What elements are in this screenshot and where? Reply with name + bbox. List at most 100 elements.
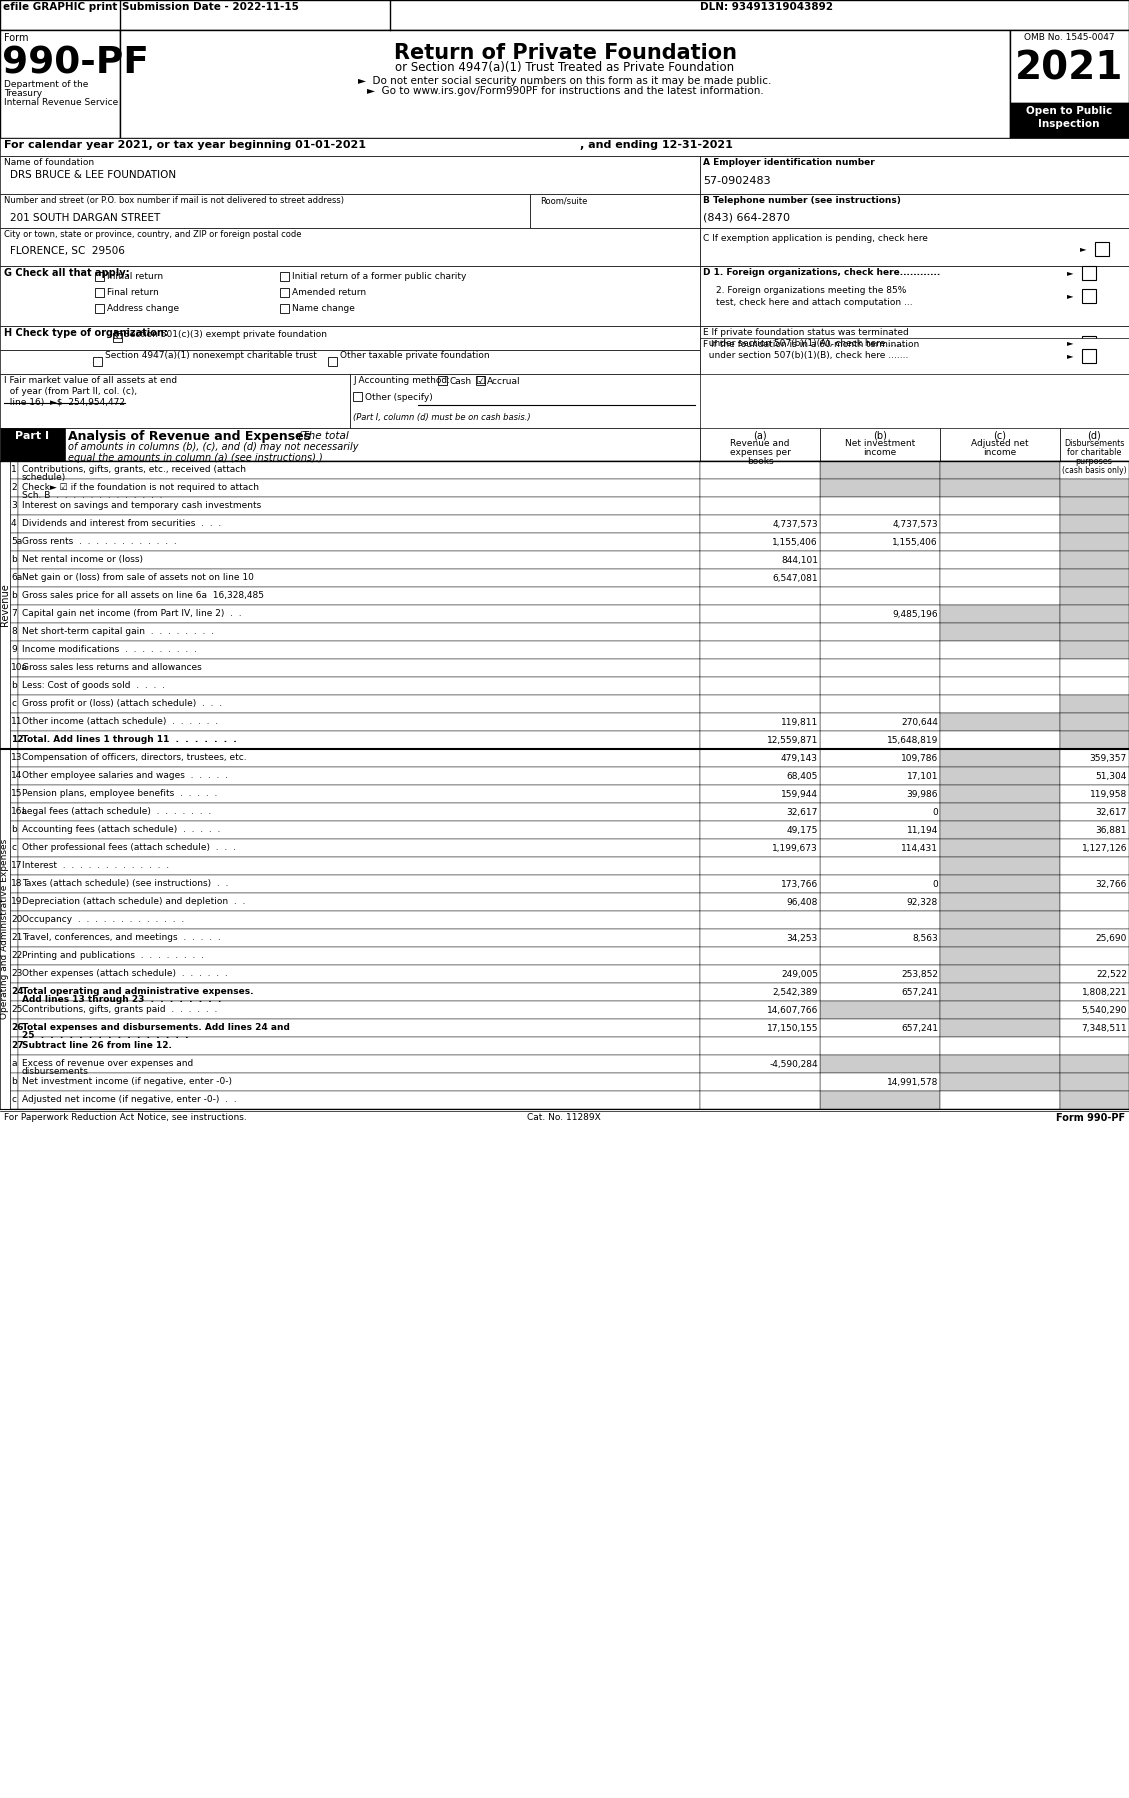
Text: 109,786: 109,786 xyxy=(901,753,938,762)
Text: 51,304: 51,304 xyxy=(1095,771,1127,780)
Bar xyxy=(820,532,940,550)
Text: ►: ► xyxy=(1067,351,1074,360)
Text: test, check here and attach computation ...: test, check here and attach computation … xyxy=(716,298,912,307)
Text: 20: 20 xyxy=(11,915,23,924)
Bar xyxy=(940,912,1060,930)
Bar xyxy=(1060,660,1129,678)
Text: 10a: 10a xyxy=(11,663,28,672)
Bar xyxy=(1060,876,1129,894)
Text: Other income (attach schedule)  .  .  .  .  .  .: Other income (attach schedule) . . . . .… xyxy=(21,717,218,726)
Bar xyxy=(1060,678,1129,696)
Text: E If private foundation status was terminated: E If private foundation status was termi… xyxy=(703,327,909,336)
Bar xyxy=(1060,840,1129,858)
Bar xyxy=(18,876,700,894)
Text: 14,607,766: 14,607,766 xyxy=(767,1007,819,1016)
Text: 8: 8 xyxy=(11,628,17,636)
Bar xyxy=(820,786,940,804)
Bar xyxy=(940,428,1060,460)
Bar xyxy=(1060,550,1129,568)
Text: income: income xyxy=(983,448,1016,457)
Bar xyxy=(700,156,1129,194)
Bar xyxy=(700,1073,820,1091)
Bar xyxy=(10,514,18,532)
Bar xyxy=(820,822,940,840)
Text: (c): (c) xyxy=(994,430,1006,441)
Text: Net rental income or (loss): Net rental income or (loss) xyxy=(21,556,143,565)
Text: Inspection: Inspection xyxy=(1039,119,1100,129)
Bar xyxy=(700,266,1129,325)
Bar xyxy=(700,840,820,858)
Text: of amounts in columns (b), (c), and (d) may not necessarily: of amounts in columns (b), (c), and (d) … xyxy=(68,442,359,451)
Bar xyxy=(700,858,820,876)
Text: Form: Form xyxy=(5,32,28,43)
Bar xyxy=(940,550,1060,568)
Text: 39,986: 39,986 xyxy=(907,789,938,798)
Text: 1,155,406: 1,155,406 xyxy=(892,538,938,547)
Bar xyxy=(700,678,820,696)
Text: A Employer identification number: A Employer identification number xyxy=(703,158,875,167)
Bar xyxy=(820,1019,940,1037)
Bar xyxy=(120,31,1010,138)
Text: G Check all that apply:: G Check all that apply: xyxy=(5,268,130,279)
Text: 479,143: 479,143 xyxy=(781,753,819,762)
Bar xyxy=(820,496,940,514)
Bar xyxy=(820,894,940,912)
Bar xyxy=(700,984,820,1001)
Bar xyxy=(1060,1001,1129,1019)
Text: Section 501(c)(3) exempt private foundation: Section 501(c)(3) exempt private foundat… xyxy=(124,331,327,340)
Text: 14: 14 xyxy=(11,771,23,780)
Text: 1,155,406: 1,155,406 xyxy=(772,538,819,547)
Bar xyxy=(940,514,1060,532)
Bar xyxy=(1060,478,1129,496)
Text: 21: 21 xyxy=(11,933,23,942)
Text: 57-0902483: 57-0902483 xyxy=(703,176,771,185)
Bar xyxy=(820,750,940,768)
Bar xyxy=(10,1073,18,1091)
Bar xyxy=(1010,31,1129,102)
Text: DLN: 93491319043892: DLN: 93491319043892 xyxy=(700,2,833,13)
Text: (a): (a) xyxy=(753,430,767,441)
Bar xyxy=(820,804,940,822)
Bar xyxy=(700,338,1129,374)
Bar xyxy=(940,532,1060,550)
Text: 25: 25 xyxy=(11,1005,23,1014)
Text: Excess of revenue over expenses and: Excess of revenue over expenses and xyxy=(21,1059,193,1068)
Text: -4,590,284: -4,590,284 xyxy=(769,1061,819,1070)
Bar xyxy=(18,550,700,568)
Text: ►: ► xyxy=(1067,291,1074,300)
Text: Treasury: Treasury xyxy=(5,88,42,99)
Text: Net investment income (if negative, enter -0-): Net investment income (if negative, ente… xyxy=(21,1077,231,1086)
Bar xyxy=(10,786,18,804)
Text: FLORENCE, SC  29506: FLORENCE, SC 29506 xyxy=(10,246,125,255)
Text: Section 4947(a)(1) nonexempt charitable trust: Section 4947(a)(1) nonexempt charitable … xyxy=(105,351,317,360)
Text: ►: ► xyxy=(1080,245,1086,254)
Text: 17,150,155: 17,150,155 xyxy=(767,1025,819,1034)
Bar xyxy=(18,1037,700,1055)
Bar xyxy=(1060,428,1129,460)
Bar xyxy=(700,622,820,642)
Bar xyxy=(820,660,940,678)
Bar xyxy=(10,894,18,912)
Bar xyxy=(1060,642,1129,660)
Bar xyxy=(820,622,940,642)
Bar xyxy=(10,478,18,496)
Bar xyxy=(1060,930,1129,948)
Bar xyxy=(700,460,820,478)
Bar xyxy=(0,138,1129,156)
Bar xyxy=(10,532,18,550)
Bar xyxy=(18,948,700,966)
Text: Adjusted net income (if negative, enter -0-)  .  .: Adjusted net income (if negative, enter … xyxy=(21,1095,237,1104)
Text: 34,253: 34,253 xyxy=(787,933,819,942)
Bar xyxy=(280,304,289,313)
Bar xyxy=(10,1055,18,1073)
Text: Other taxable private foundation: Other taxable private foundation xyxy=(340,351,490,360)
Bar xyxy=(700,1055,820,1073)
Text: City or town, state or province, country, and ZIP or foreign postal code: City or town, state or province, country… xyxy=(5,230,301,239)
Text: Check► ☑ if the foundation is not required to attach: Check► ☑ if the foundation is not requir… xyxy=(21,484,259,493)
Bar xyxy=(940,642,1060,660)
Bar xyxy=(940,1091,1060,1109)
Bar xyxy=(700,948,820,966)
Text: For Paperwork Reduction Act Notice, see instructions.: For Paperwork Reduction Act Notice, see … xyxy=(5,1113,247,1122)
Bar xyxy=(18,714,700,732)
Bar xyxy=(0,156,700,194)
